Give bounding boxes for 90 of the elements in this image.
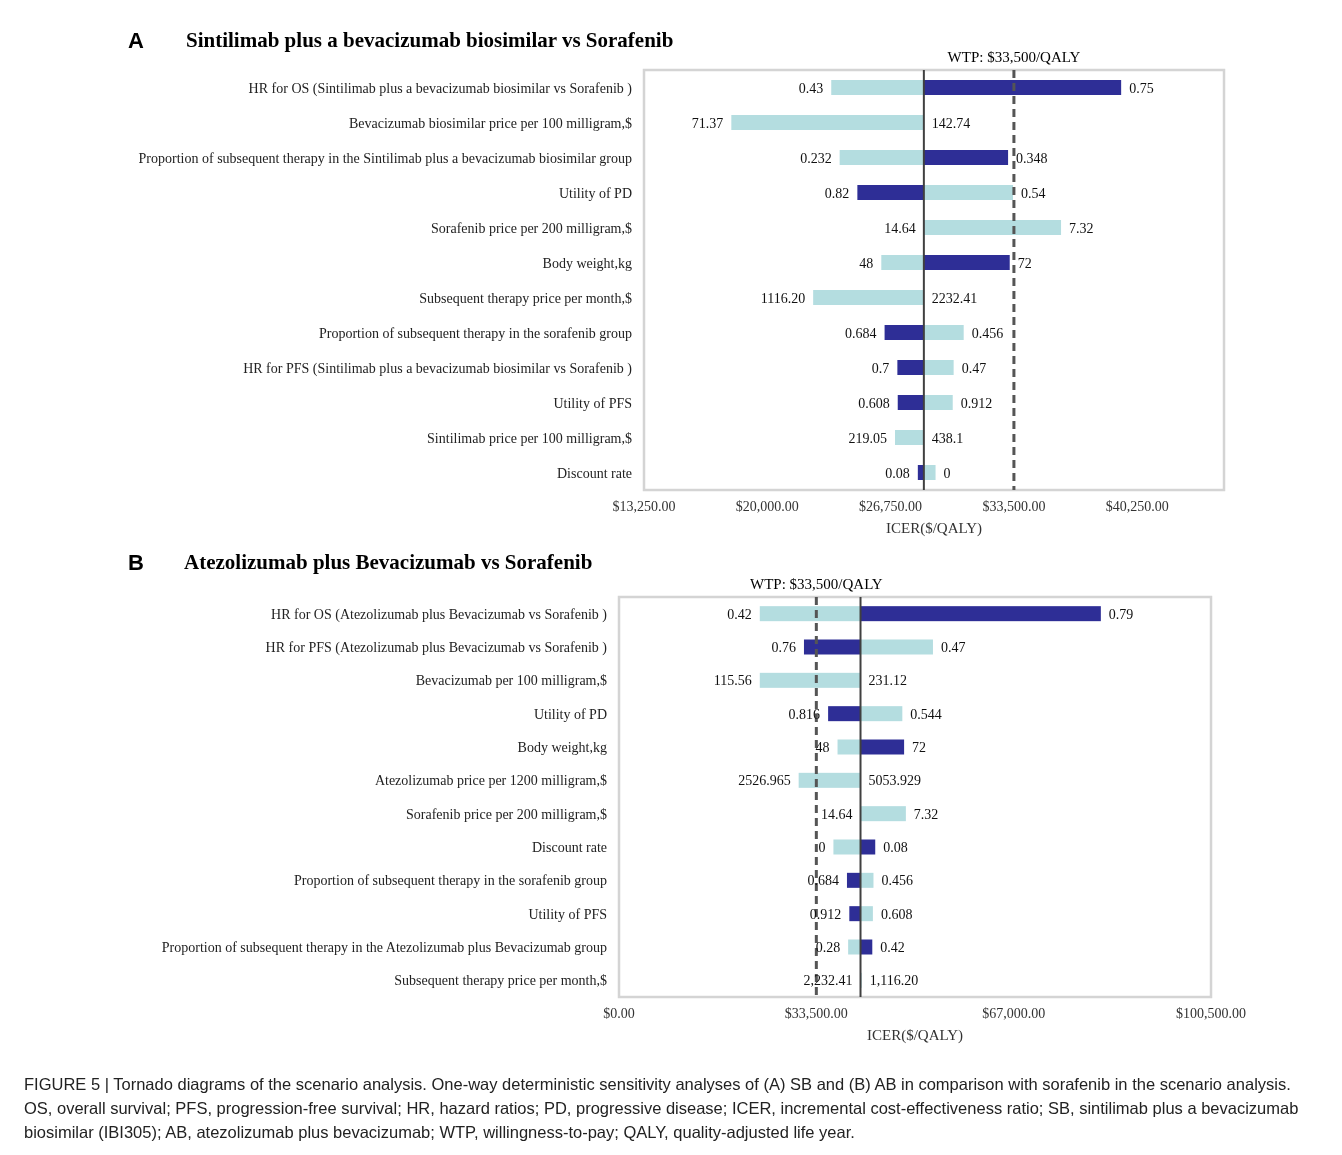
x-tick-label: $20,000.00 [735, 499, 799, 514]
annotation: 0.47 [940, 640, 966, 655]
y-tick-label: Proportion of subsequent therapy in the sorafenib group [294, 873, 607, 889]
y-tick-label: Sorafenib price per 200 milligram,$ [431, 220, 632, 236]
annotation: 0 [943, 465, 951, 481]
y-tick-label: HR for OS (Sintilimab plus a bevacizumab biosimilar vs Sorafenib ) [248, 80, 633, 97]
annotation: 0.608 [858, 395, 890, 411]
y-tick-label: Atezolizumab price per 1200 milligram,$ [374, 773, 607, 789]
y-tick-label: Proportion of subsequent therapy in the Atezolizumab plus Bevacizumab group [161, 940, 607, 955]
x-tick-label: $33,500.00 [982, 499, 1046, 514]
annotation: 0.456 [881, 873, 913, 889]
annotation: 0.684 [845, 325, 877, 341]
text: A [128, 28, 144, 53]
annotation: 0.08 [885, 465, 910, 481]
annotation: 231.12 [868, 673, 908, 689]
y-tick-label: Bevacizumab per 100 milligram,$ [415, 673, 607, 689]
annotation: 14.64 [821, 806, 853, 822]
annotation: 115.56 [713, 673, 752, 689]
annotation: 0.08 [883, 840, 908, 855]
x-axis-title: ICER($/QALY) [867, 1027, 963, 1044]
annotation: 219.05 [848, 430, 887, 446]
text: Atezolizumab plus Bevacizumab vs Sorafenib [184, 550, 593, 574]
annotation: 0.28 [815, 940, 841, 955]
x-tick-label: $33,500.00 [784, 1006, 848, 1021]
annotation: 0.76 [771, 640, 796, 655]
caption: FIGURE 5 | Tornado diagrams of the scenario analysis. One-way deterministic sensitivity analyses of (A) SB and (B) AB in comparison with sorafenib in the scenario analysis. OS, overall survival; PFS, progression-free survival; HR, hazard ratios; PD, progressive disease; ICER, incremental cost-effectiveness ratio; SB, sintilimab plus a bevacizumab biosimilar (IBI305); AB, atezolizumab plus bevacizumab; WTP, willingness-to-pay; QALY, quality-adjusted life year. [24, 1074, 1300, 1143]
annotation: 48 [859, 255, 874, 271]
y-tick-label: Sorafenib price per 200 milligram,$ [406, 806, 607, 822]
annotation: 48 [815, 740, 830, 755]
y-tick-label: Body weight,kg [542, 255, 632, 271]
annotation: 0.684 [807, 873, 839, 889]
annotation: 72 [1017, 255, 1032, 271]
annotation: 0.79 [1108, 606, 1134, 622]
x-tick-label: $0.00 [603, 1006, 635, 1021]
annotation: 0.912 [809, 906, 842, 922]
x-tick-label: $13,250.00 [612, 499, 676, 514]
annotation: 7.32 [1069, 220, 1094, 236]
y-tick-label: HR for OS (Atezolizumab plus Bevacizumab vs Sorafenib ) [271, 606, 608, 623]
text: Sintilimab plus a bevacizumab biosimilar vs Sorafenib [186, 28, 674, 52]
annotation: 0.456 [971, 325, 1004, 341]
y-tick-label: Proportion of subsequent therapy in the Sintilimab plus a bevacizumab biosimilar group [138, 150, 632, 166]
annotation: 0.816 [788, 706, 821, 722]
annotation: 0.608 [880, 906, 913, 922]
y-tick-label: Utility of PFS [528, 906, 607, 922]
annotation: 0.912 [960, 395, 993, 411]
y-tick-label: Discount rate [531, 840, 607, 855]
annotation: 7.32 [913, 806, 939, 822]
annotation: 72 [912, 740, 927, 755]
annotation: 0.232 [800, 150, 832, 166]
annotation: 0.82 [824, 185, 850, 201]
y-tick-label: Utility of PFS [553, 395, 632, 411]
annotation: 1116.20 [760, 290, 806, 306]
annotation: 0.43 [798, 80, 824, 96]
annotation: 14.64 [884, 220, 916, 236]
annotation: 2232.41 [931, 290, 978, 306]
annotation: 0.7 [871, 360, 890, 376]
y-tick-label: Sintilimab price per 100 milligram,$ [427, 430, 632, 446]
y-tick-label: Utility of PD [533, 706, 607, 722]
annotation: 0.54 [1021, 185, 1046, 201]
x-tick-label: $67,000.00 [982, 1006, 1046, 1021]
annotation: 438.1 [931, 430, 964, 446]
x-axis-title: ICER($/QALY) [886, 520, 982, 537]
annotation: 5053.929 [868, 773, 922, 789]
annotation: 0 [818, 840, 826, 855]
annotation: 2,232.41 [803, 973, 853, 989]
annotation: 1,116.20 [869, 973, 919, 989]
y-tick-label: Subsequent therapy price per month,$ [419, 290, 632, 306]
y-tick-label: Bevacizumab biosimilar price per 100 milligram,$ [348, 115, 632, 131]
y-tick-label: HR for PFS (Atezolizumab plus Bevacizumab vs Sorafenib ) [265, 640, 608, 656]
annotation: 0.544 [910, 706, 942, 722]
y-tick-label: Subsequent therapy price per month,$ [394, 973, 607, 989]
annotation: 2526.965 [738, 773, 791, 789]
annotation: 0.47 [961, 360, 987, 376]
y-tick-label: Body weight,kg [517, 740, 607, 755]
y-tick-label: Discount rate [556, 465, 632, 481]
x-tick-label: $100,500.00 [1176, 1006, 1246, 1021]
annotation: 0.75 [1129, 80, 1154, 96]
x-tick-label: $40,250.00 [1105, 499, 1169, 514]
y-tick-label: HR for PFS (Sintilimab plus a bevacizumab biosimilar vs Sorafenib ) [243, 360, 633, 377]
x-tick-label: $26,750.00 [859, 499, 923, 514]
annotation: 71.37 [691, 115, 724, 131]
annotation: 0.348 [1016, 150, 1048, 166]
ref-line-label: WTP: $33,500/QALY [947, 49, 1081, 65]
annotation: 0.42 [880, 940, 905, 955]
ref-line-label: WTP: $33,500/QALY [750, 576, 883, 592]
y-tick-label: Proportion of subsequent therapy in the sorafenib group [319, 325, 632, 341]
annotation: 142.74 [931, 115, 971, 131]
text: B [128, 550, 144, 575]
y-tick-label: Utility of PD [558, 185, 632, 201]
annotation: 0.42 [727, 606, 752, 622]
